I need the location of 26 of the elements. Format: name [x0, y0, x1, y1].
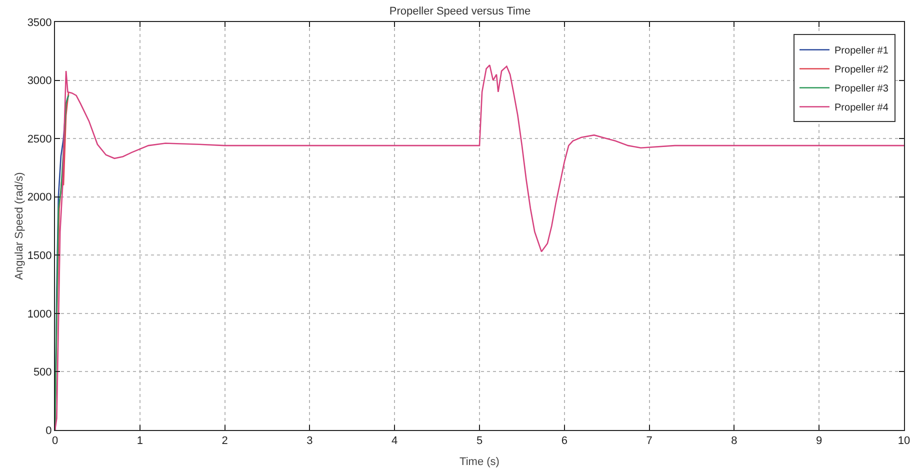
legend-label: Propeller #3 [834, 84, 889, 95]
x-tick-label: 6 [561, 435, 568, 448]
x-tick-label: 8 [731, 435, 738, 448]
x-tick-label: 10 [898, 435, 910, 448]
legend-label: Propeller #2 [834, 64, 889, 76]
y-tick-label: 3000 [27, 75, 52, 88]
y-tick-label: 2000 [27, 192, 52, 204]
x-tick-label: 2 [222, 435, 228, 448]
x-axis-title: Time (s) [460, 456, 500, 468]
y-tick-label: 1000 [27, 308, 52, 320]
chart-title: Propeller Speed versus Time [389, 6, 531, 18]
x-tick-label: 5 [476, 435, 483, 448]
y-tick-label: 3500 [27, 16, 52, 29]
x-tick-label: 3 [306, 435, 313, 448]
x-tick-label: 9 [816, 435, 822, 448]
x-tick-label: 7 [646, 435, 652, 448]
y-tick-label: 0 [46, 424, 52, 437]
x-tick-label: 1 [136, 435, 143, 448]
line-series [55, 64, 904, 430]
y-axis-title: Angular Speed (rad/s) [13, 172, 26, 280]
y-tick-label: 2500 [27, 133, 52, 146]
legend-label: Propeller #1 [834, 46, 889, 57]
legend-label: Propeller #4 [834, 102, 889, 114]
y-tick-label: 1500 [27, 250, 52, 262]
x-tick-label: 4 [392, 435, 398, 448]
y-tick-label: 500 [33, 366, 52, 379]
